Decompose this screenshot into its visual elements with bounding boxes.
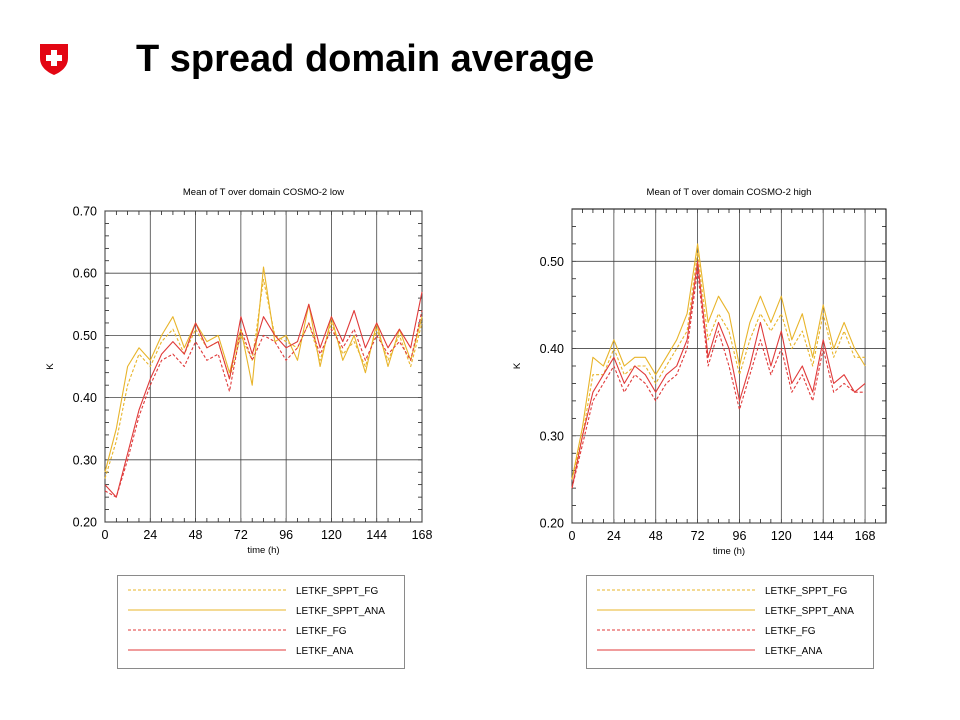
swiss-cross-shield-icon [38,42,70,76]
chart-cosmo2-high: Mean of T over domain COSMO-2 high 0 24 48 7… [512,187,887,557]
x-tick-label: 96 [279,528,293,542]
x-axis-label: time (h) [713,546,745,557]
y-tick-label: 0.70 [73,205,97,219]
x-axis-label: time (h) [247,545,279,556]
x-tick-label: 168 [855,529,876,543]
x-tick-label: 0 [569,529,576,543]
y-tick-label: 0.30 [73,453,97,467]
y-axis-label: K [512,362,523,369]
y-tick-label: 0.30 [540,429,564,443]
x-tick-label: 48 [649,529,663,543]
x-tick-label: 96 [733,529,747,543]
x-tick-label: 144 [813,529,834,543]
y-tick-label: 0.50 [540,255,564,269]
plot-frame [571,208,887,524]
legend-label: LETKF_SPPT_ANA [765,606,854,617]
series-line-letkf-fg [104,310,423,498]
series-line-letkf-ana [104,291,423,498]
plot-frame [104,210,423,523]
x-tick-label: 120 [321,528,342,542]
x-tick-label: 0 [102,528,109,542]
y-tick-label: 0.40 [73,391,97,405]
x-tick-label: 120 [771,529,792,543]
y-tick-label: 0.20 [540,517,564,531]
legend-label: LETKF_ANA [296,646,354,657]
series-line-letkf-sppt-ana [571,243,866,480]
chart-cosmo2-low: Mean of T over domain COSMO-2 low 0 24 48 72… [45,187,433,556]
legend-left: LETKF_SPPT_FG LETKF_SPPT_ANA LETKF_FG LETKF… [117,575,405,669]
legend-label: LETKF_FG [296,626,347,637]
x-tick-label: 48 [189,528,203,542]
x-tick-label: 24 [143,528,157,542]
legend-label: LETKF_SPPT_FG [765,586,847,597]
series-line-letkf-sppt-ana [104,266,423,473]
x-tick-label: 144 [366,528,387,542]
y-tick-label: 0.60 [73,267,97,281]
y-tick-label: 0.40 [540,342,564,356]
x-tick-label: 72 [691,529,705,543]
slide-title: T spread domain average [136,38,595,80]
legend-label: LETKF_SPPT_FG [296,586,378,597]
y-axis-label: K [45,363,56,370]
x-tick-label: 72 [234,528,248,542]
legend-label: LETKF_SPPT_ANA [296,606,385,617]
series-line-letkf-fg [571,269,866,489]
x-tick-label: 24 [607,529,621,543]
y-tick-label: 0.50 [73,329,97,343]
legend-right: LETKF_SPPT_FG LETKF_SPPT_ANA LETKF_FG LETKF… [586,575,874,669]
y-tick-label: 0.20 [73,516,97,530]
series-line-letkf-sppt-fg [571,252,866,480]
series-line-letkf-ana [571,260,866,489]
chart-title: Mean of T over domain COSMO-2 low [183,187,344,198]
chart-title: Mean of T over domain COSMO-2 high [647,187,812,198]
x-tick-label: 168 [412,528,433,542]
legend-label: LETKF_FG [765,626,816,637]
legend-label: LETKF_ANA [765,646,823,657]
